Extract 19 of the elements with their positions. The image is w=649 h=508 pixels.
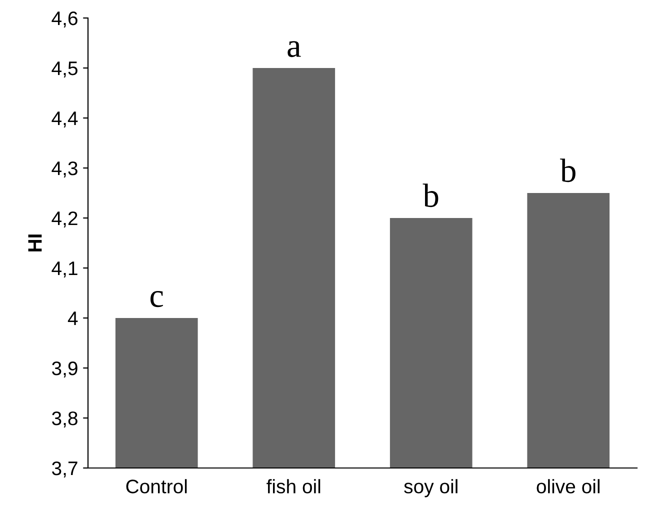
y-tick-label: 3,7 [52,461,78,478]
y-tick-label: 4,5 [52,62,78,78]
x-tick-label: soy oil [404,479,458,498]
y-axis-title: HI [28,234,42,252]
x-tick-label: olive oil [536,479,600,494]
y-tick-label: 4,6 [52,11,78,28]
annotation: b [560,158,576,182]
y-tick-label: 3,9 [52,361,78,378]
y-tick-label: 3,8 [52,411,78,428]
annotation: a [288,41,301,58]
y-tick-label: 4 [68,312,78,326]
annotation: b [422,184,438,208]
y-tick-label: 4,4 [52,112,78,128]
x-tick-label: Control [126,479,187,494]
y-tick-label: 4,1 [52,262,78,278]
y-tick-label: 4,2 [52,211,78,228]
y-tick-label: 4,3 [52,161,78,178]
annotation: c [150,291,163,308]
x-tick-label: fish oil [266,479,320,494]
